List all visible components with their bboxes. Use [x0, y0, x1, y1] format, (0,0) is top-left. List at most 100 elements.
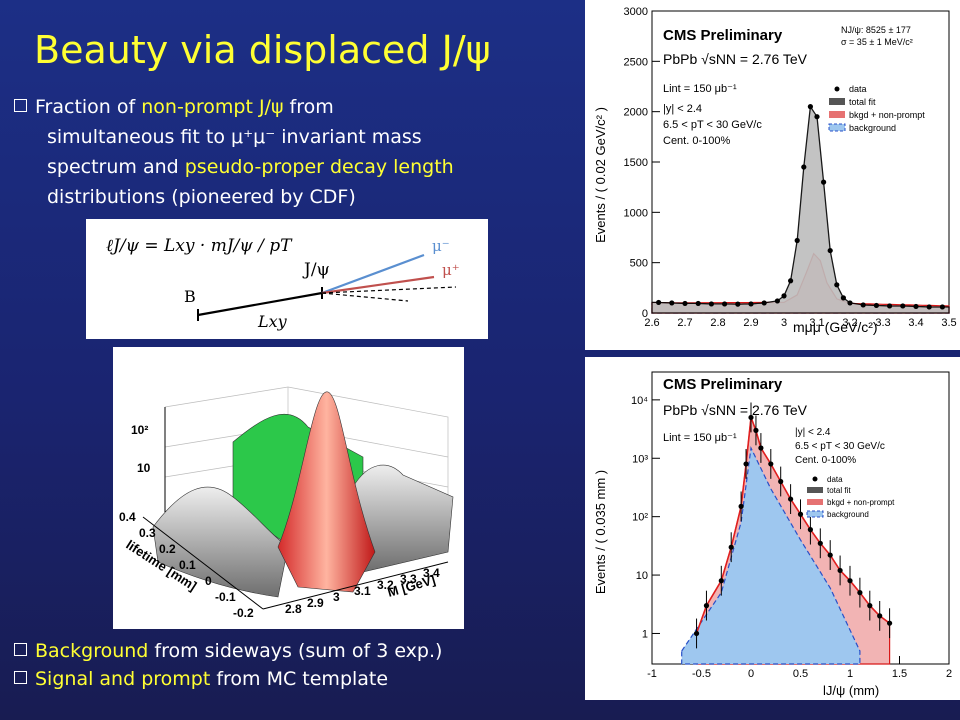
formula: ℓJ/ψ = Lxy · mJ/ψ / pT: [106, 236, 293, 256]
data-point: [788, 496, 794, 502]
data-point: [913, 303, 919, 310]
data-point: [900, 303, 906, 309]
data-point: [794, 237, 800, 244]
data-point: [748, 414, 754, 421]
data-point: [926, 304, 932, 310]
svg-text:background: background: [849, 123, 896, 133]
b-flight-line: [197, 291, 323, 317]
svg-text:total fit: total fit: [849, 97, 876, 107]
mu-minus-track: [321, 253, 425, 295]
y-cut: |y| < 2.4: [663, 103, 702, 115]
data-point: [887, 303, 893, 309]
surface-plot-3d: 10² 10 0.4 0.3 0.2 0.1 0 -0.1 -0.2 2.8 2…: [113, 347, 464, 629]
lifetime-tick: 0: [205, 574, 212, 588]
y-tick-label: 10⁴: [631, 395, 648, 407]
data-point: [797, 511, 804, 517]
data-point: [867, 603, 873, 609]
bullet-fraction: Fraction of non-prompt J/ψ from simultan…: [14, 92, 454, 212]
b-label: B: [184, 287, 196, 306]
data-point: [718, 578, 724, 584]
svg-text:data: data: [827, 475, 843, 484]
sigma: σ = 35 ± 1 MeV/c²: [841, 37, 913, 47]
centrality: Cent. 0-100%: [795, 455, 856, 466]
data-point: [857, 590, 863, 596]
x-tick-label: 0: [748, 668, 754, 680]
data-point: [939, 304, 945, 310]
x-tick-label: 1: [847, 668, 853, 680]
n-jpsi: NJ/ψ: 8525 ± 177: [841, 25, 911, 35]
data-point: [656, 299, 662, 306]
data-point: [788, 278, 794, 284]
x-tick-label: 2.6: [644, 317, 659, 329]
lifetime-tick: 0.2: [159, 542, 176, 556]
system: PbPb √sNN = 2.76 TeV: [663, 51, 808, 67]
checkbox-bullet-icon: [14, 643, 27, 656]
pt-cut: 6.5 < pT < 30 GeV/c: [663, 119, 762, 131]
x-tick-label: -1: [647, 668, 657, 680]
x-tick-label: 2.8: [710, 317, 725, 329]
z-tick: 10: [137, 461, 151, 475]
data-point: [774, 298, 780, 304]
m-tick: 3.2: [377, 578, 394, 592]
x-tick-label: 3.2: [842, 317, 857, 329]
x-tick-label: 3.4: [908, 317, 923, 329]
x-tick-label: 3.5: [941, 317, 956, 329]
data-point: [768, 461, 774, 467]
lumi: Lint = 150 μb⁻¹: [663, 83, 737, 95]
lifetime-tick: 0.4: [119, 510, 136, 524]
data-point: [807, 527, 813, 533]
pt-cut: 6.5 < pT < 30 GeV/c: [795, 441, 885, 452]
data-point: [753, 427, 759, 433]
data-point: [738, 503, 744, 509]
data-point: [778, 478, 784, 485]
y-tick-label: 0: [642, 308, 648, 320]
lifetime-tick: -0.1: [215, 590, 236, 604]
svg-text:bkgd + non-prompt: bkgd + non-prompt: [849, 110, 925, 120]
checkbox-bullet-icon: [14, 671, 27, 684]
lumi: Lint = 150 μb⁻¹: [663, 432, 737, 444]
svg-text:total fit: total fit: [827, 486, 851, 495]
x-tick-label: 3.3: [875, 317, 890, 329]
jpsi-label: J/ψ: [302, 260, 330, 280]
data-point: [758, 445, 764, 451]
x-tick-label: 2.9: [743, 317, 758, 329]
data-point: [877, 613, 883, 619]
data-point: [814, 114, 820, 120]
x-tick-label: 3.1: [809, 317, 824, 329]
data-point: [847, 300, 853, 306]
data-point: [703, 603, 710, 609]
svg-text:data: data: [849, 84, 867, 94]
system: PbPb √sNN = 2.76 TeV: [663, 402, 808, 418]
m-tick: 3.3: [400, 572, 417, 586]
y-tick-label: 1500: [624, 157, 648, 169]
y-cut: |y| < 2.4: [795, 427, 831, 438]
y-tick-label: 10³: [632, 453, 648, 465]
checkbox-bullet-icon: [14, 99, 27, 112]
z-tick: 10²: [131, 423, 148, 437]
svg-text:background: background: [827, 510, 869, 519]
y-tick-label: 2000: [624, 107, 648, 119]
slide-title: Beauty via displaced J/ψ: [34, 28, 491, 72]
bullet-background: Background from sideways (sum of 3 exp.): [14, 636, 442, 666]
data-point: [821, 179, 827, 185]
data-point: [807, 104, 813, 110]
data-point: [860, 302, 866, 308]
y-tick-label: 1000: [624, 207, 648, 219]
m-tick: 3: [333, 590, 340, 604]
y-tick-label: 1: [642, 628, 648, 640]
y-tick-label: 10²: [632, 512, 648, 524]
data-point: [761, 300, 767, 306]
x-axis-label: mμμ (GeV/c²): [793, 319, 878, 335]
y-tick-label: 500: [630, 258, 648, 270]
x-tick-label: 3: [781, 317, 787, 329]
banner: CMS Preliminary: [663, 376, 783, 393]
data-point: [728, 544, 734, 550]
m-tick: 3.1: [354, 584, 371, 598]
data-point: [837, 567, 843, 574]
y-tick-label: 2500: [624, 56, 648, 68]
mu-plus-track: [321, 275, 435, 295]
decay-length-diagram: ℓJ/ψ = Lxy · mJ/ψ / pT J/ψ B Lxy μ⁻ μ⁺: [86, 219, 488, 339]
x-tick-label: 1.5: [892, 668, 907, 680]
y-axis-label: Events / ( 0.02 GeV/c² ): [593, 107, 608, 243]
y-tick-label: 3000: [624, 6, 648, 18]
